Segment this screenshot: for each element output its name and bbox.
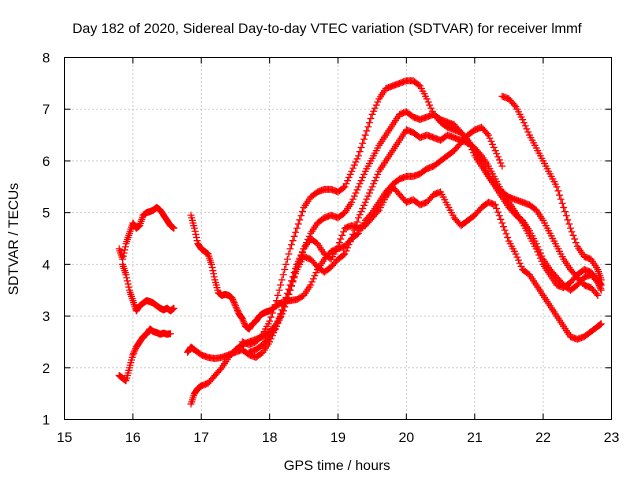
x-tick-label: 15 bbox=[57, 429, 73, 445]
x-tick-label: 23 bbox=[604, 429, 620, 445]
series-day-5 bbox=[184, 183, 605, 362]
series-day-8 bbox=[245, 108, 602, 356]
y-tick-label: 4 bbox=[42, 256, 50, 272]
x-tick-label: 21 bbox=[467, 429, 483, 445]
y-tick-label: 8 bbox=[42, 50, 50, 66]
y-tick-label: 5 bbox=[42, 205, 50, 221]
x-tick-label: 17 bbox=[193, 429, 209, 445]
x-tick-label: 22 bbox=[535, 429, 551, 445]
data-point-markers bbox=[245, 108, 602, 356]
x-tick-label: 20 bbox=[399, 429, 415, 445]
series-day-2 bbox=[119, 260, 178, 315]
y-tick-label: 3 bbox=[42, 308, 50, 324]
data-point-markers bbox=[119, 260, 178, 315]
series-day-9 bbox=[498, 92, 605, 284]
series-day-6 bbox=[187, 126, 605, 408]
y-tick-label: 6 bbox=[42, 153, 50, 169]
y-tick-label: 2 bbox=[42, 360, 50, 376]
data-point-markers bbox=[115, 325, 174, 385]
data-point-markers bbox=[187, 126, 605, 408]
plot-frame bbox=[64, 57, 612, 420]
data-point-markers bbox=[498, 92, 605, 284]
x-tick-label: 18 bbox=[262, 429, 278, 445]
x-tick-label: 16 bbox=[125, 429, 141, 445]
series-day-3 bbox=[115, 325, 174, 385]
data-layer bbox=[115, 77, 605, 408]
x-axis-label: GPS time / hours bbox=[284, 457, 391, 473]
series-day-1 bbox=[115, 204, 178, 263]
chart-title: Day 182 of 2020, Sidereal Day-to-day VTE… bbox=[72, 20, 581, 36]
data-point-markers bbox=[115, 204, 178, 263]
x-tick-label: 19 bbox=[330, 429, 346, 445]
y-axis-label: SDTVAR / TECUs bbox=[5, 183, 21, 295]
y-tick-label: 7 bbox=[42, 101, 50, 117]
y-tick-label: 1 bbox=[42, 412, 50, 428]
data-point-markers bbox=[184, 183, 605, 362]
